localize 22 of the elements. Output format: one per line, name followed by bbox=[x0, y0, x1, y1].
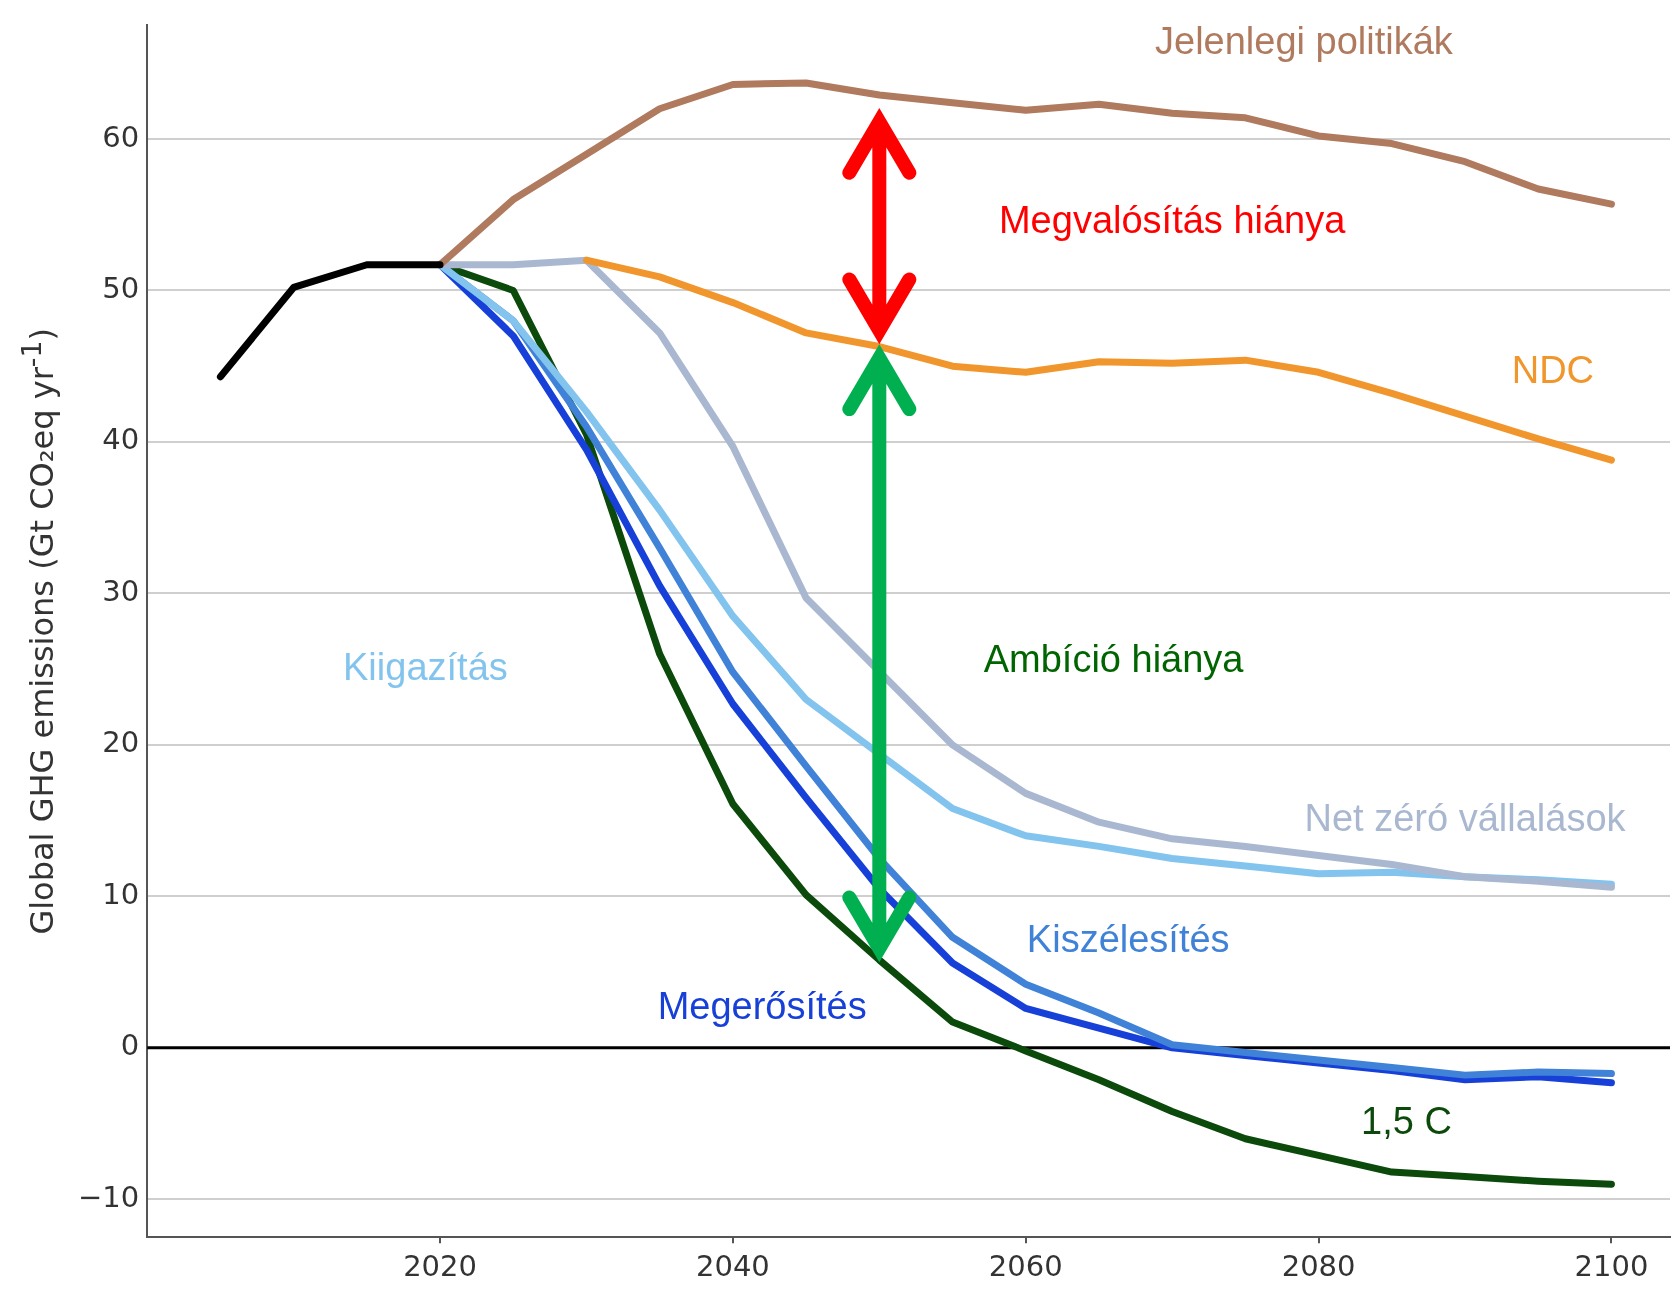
y-tick-label: −10 bbox=[78, 1179, 140, 1214]
annotation: Ambíció hiánya bbox=[983, 638, 1245, 681]
y-tick-label: 60 bbox=[102, 119, 140, 154]
x-tick-label: 2100 bbox=[1574, 1249, 1649, 1284]
x-tick-label: 2060 bbox=[988, 1249, 1063, 1284]
series-label: Kiszélesítés bbox=[1026, 918, 1230, 961]
series-label: NDC bbox=[1511, 348, 1595, 391]
y-tick-label: 40 bbox=[102, 422, 140, 457]
x-tick-label: 2080 bbox=[1281, 1249, 1356, 1284]
series-label: Jelenlegi politikák bbox=[1155, 20, 1454, 63]
y-tick-label: 10 bbox=[102, 876, 140, 911]
y-tick-label: 0 bbox=[120, 1028, 140, 1063]
series-label: 1,5 C bbox=[1361, 1100, 1452, 1143]
x-tick-label: 2020 bbox=[403, 1249, 477, 1284]
text: Megerősítés bbox=[657, 984, 867, 1027]
series-label: Net zéró vállalások bbox=[1304, 797, 1627, 840]
y-tick-label: 20 bbox=[102, 725, 140, 760]
y-tick-label: 30 bbox=[102, 573, 140, 608]
x-tick-label: 2040 bbox=[695, 1249, 770, 1284]
annotation: Megvalósítás hiánya bbox=[998, 198, 1347, 241]
y-tick-label: 50 bbox=[102, 271, 140, 306]
text: Kiigazítás bbox=[343, 645, 508, 688]
